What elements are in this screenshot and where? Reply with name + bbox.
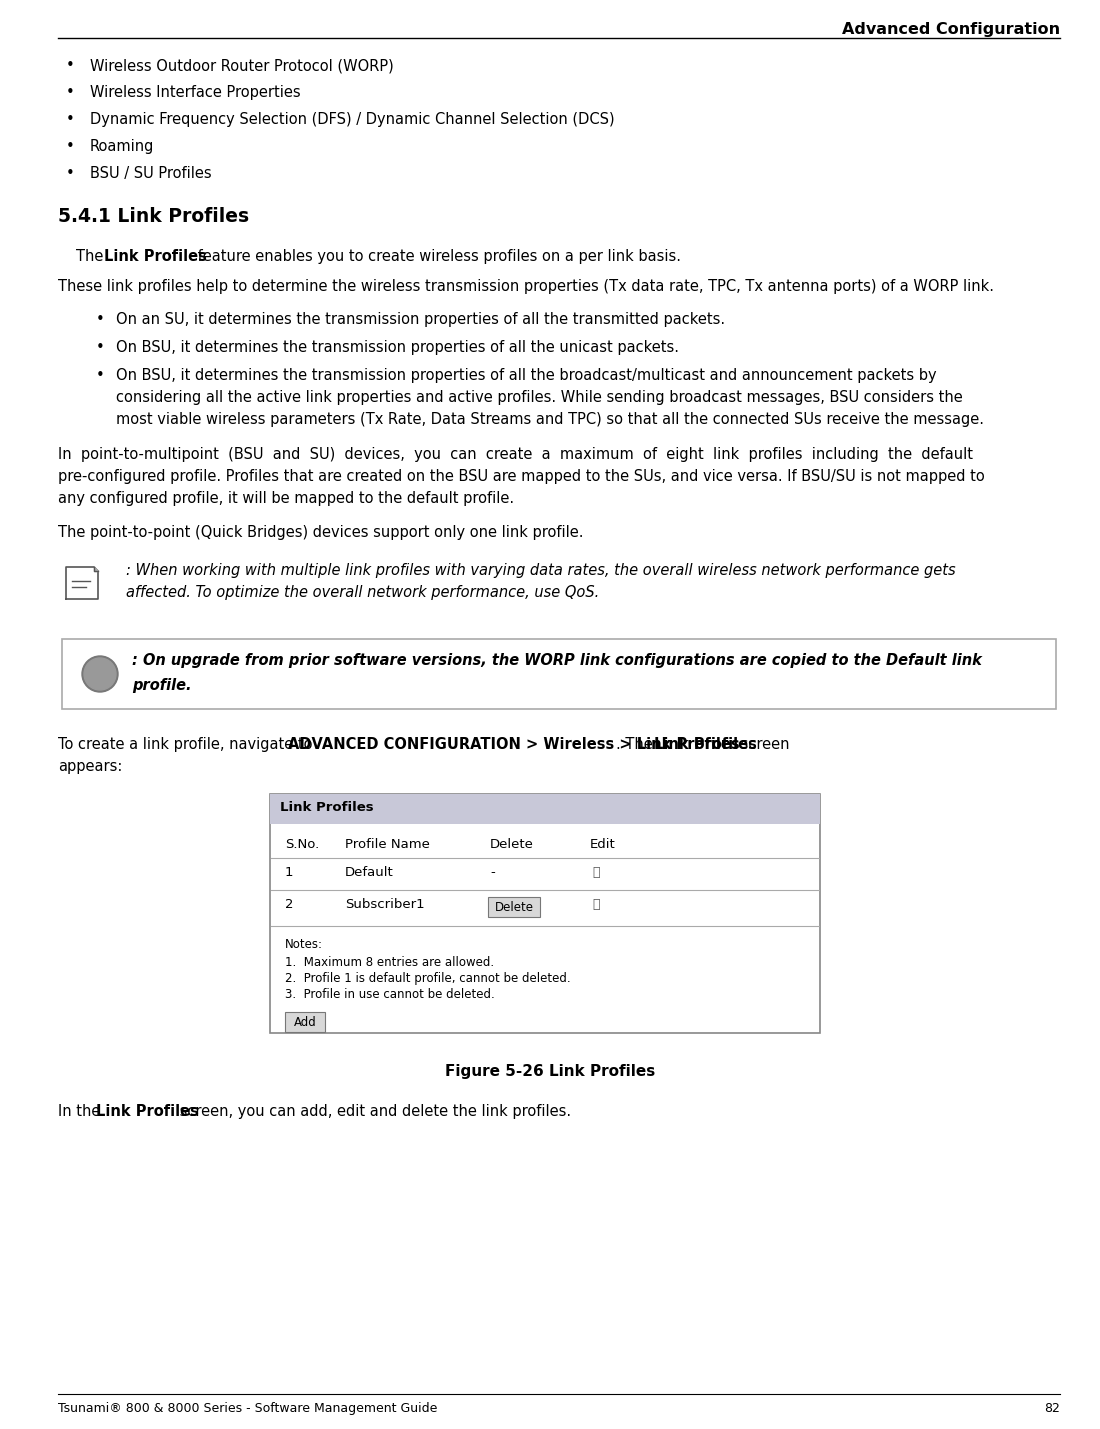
Text: Subscriber1: Subscriber1 <box>345 897 425 912</box>
Text: Tsunami® 800 & 8000 Series - Software Management Guide: Tsunami® 800 & 8000 Series - Software Ma… <box>58 1402 438 1415</box>
Text: most viable wireless parameters (Tx Rate, Data Streams and TPC) so that all the : most viable wireless parameters (Tx Rate… <box>116 412 984 427</box>
Bar <box>271 825 820 1032</box>
Polygon shape <box>66 567 98 599</box>
Circle shape <box>82 656 118 692</box>
Text: 📝: 📝 <box>592 897 600 912</box>
Text: To create a link profile, navigate to: To create a link profile, navigate to <box>58 737 317 752</box>
Text: any configured profile, it will be mapped to the default profile.: any configured profile, it will be mappe… <box>58 492 514 506</box>
Text: •: • <box>96 340 104 354</box>
Text: In  point-to-multipoint  (BSU  and  SU)  devices,  you  can  create  a  maximum : In point-to-multipoint (BSU and SU) devi… <box>58 447 973 462</box>
Bar <box>62 639 1056 709</box>
Polygon shape <box>94 567 98 572</box>
Text: •: • <box>66 84 75 100</box>
Text: 📝: 📝 <box>592 866 600 879</box>
Text: Dynamic Frequency Selection (DFS) / Dynamic Channel Selection (DCS): Dynamic Frequency Selection (DFS) / Dyna… <box>90 111 615 127</box>
Text: 5.4.1 Link Profiles: 5.4.1 Link Profiles <box>58 207 249 226</box>
Text: Profile Name: Profile Name <box>345 837 430 852</box>
Text: Delete: Delete <box>490 837 534 852</box>
Text: •: • <box>66 166 75 181</box>
Text: feature enables you to create wireless profiles on a per link basis.: feature enables you to create wireless p… <box>192 249 681 264</box>
Text: : On upgrade from prior software versions, the WORP link configurations are copi: : On upgrade from prior software version… <box>132 653 982 667</box>
Text: 1: 1 <box>285 866 294 879</box>
Text: BSU / SU Profiles: BSU / SU Profiles <box>90 166 211 181</box>
Text: affected. To optimize the overall network performance, use QoS.: affected. To optimize the overall networ… <box>126 584 600 600</box>
Text: Edit: Edit <box>590 837 616 852</box>
Text: Notes:: Notes: <box>285 937 323 952</box>
Text: Wireless Interface Properties: Wireless Interface Properties <box>90 84 300 100</box>
Text: Figure 5-26 Link Profiles: Figure 5-26 Link Profiles <box>444 1065 656 1079</box>
Text: ADVANCED CONFIGURATION > Wireless > Link Profiles: ADVANCED CONFIGURATION > Wireless > Link… <box>288 737 739 752</box>
Bar <box>270 795 820 825</box>
Text: •: • <box>96 369 104 383</box>
Text: •: • <box>96 312 104 327</box>
Text: On BSU, it determines the transmission properties of all the unicast packets.: On BSU, it determines the transmission p… <box>116 340 679 354</box>
Text: The point-to-point (Quick Bridges) devices support only one link profile.: The point-to-point (Quick Bridges) devic… <box>58 524 583 540</box>
Text: 82: 82 <box>1044 1402 1060 1415</box>
Text: 2: 2 <box>285 897 294 912</box>
Text: •: • <box>66 111 75 127</box>
Text: considering all the active link properties and active profiles. While sending br: considering all the active link properti… <box>116 390 962 404</box>
Text: !: ! <box>96 664 104 683</box>
Circle shape <box>84 657 116 690</box>
Text: profile.: profile. <box>132 677 191 693</box>
Text: On BSU, it determines the transmission properties of all the broadcast/multicast: On BSU, it determines the transmission p… <box>116 369 936 383</box>
Text: Link Profiles: Link Profiles <box>104 249 207 264</box>
Text: Add: Add <box>294 1016 317 1029</box>
Bar <box>488 897 540 917</box>
Text: Wireless Outdoor Router Protocol (WORP): Wireless Outdoor Router Protocol (WORP) <box>90 59 394 73</box>
Text: -: - <box>490 866 495 879</box>
Text: screen: screen <box>736 737 790 752</box>
Text: pre-configured profile. Profiles that are created on the BSU are mapped to the S: pre-configured profile. Profiles that ar… <box>58 469 984 484</box>
Text: . The: . The <box>616 737 658 752</box>
Text: These link profiles help to determine the wireless transmission properties (Tx d: These link profiles help to determine th… <box>58 279 994 294</box>
Bar <box>270 795 820 1033</box>
Text: : When working with multiple link profiles with varying data rates, the overall : : When working with multiple link profil… <box>126 563 956 577</box>
Text: 2.  Profile 1 is default profile, cannot be deleted.: 2. Profile 1 is default profile, cannot … <box>285 972 571 985</box>
Text: Delete: Delete <box>495 900 534 913</box>
Text: Link Profiles: Link Profiles <box>280 802 374 815</box>
Bar <box>285 1012 324 1032</box>
Text: S.No.: S.No. <box>285 837 319 852</box>
Text: •: • <box>66 59 75 73</box>
Text: appears:: appears: <box>58 759 122 775</box>
Text: Link Profiles: Link Profiles <box>96 1105 199 1119</box>
Text: Link Profiles: Link Profiles <box>654 737 757 752</box>
Text: screen, you can add, edit and delete the link profiles.: screen, you can add, edit and delete the… <box>175 1105 571 1119</box>
Text: The: The <box>76 249 108 264</box>
Text: Default: Default <box>345 866 394 879</box>
Text: •: • <box>66 139 75 154</box>
Text: In the: In the <box>58 1105 104 1119</box>
Text: Advanced Configuration: Advanced Configuration <box>842 21 1060 37</box>
Text: On an SU, it determines the transmission properties of all the transmitted packe: On an SU, it determines the transmission… <box>116 312 725 327</box>
Text: 1.  Maximum 8 entries are allowed.: 1. Maximum 8 entries are allowed. <box>285 956 494 969</box>
Text: 3.  Profile in use cannot be deleted.: 3. Profile in use cannot be deleted. <box>285 987 495 1000</box>
Text: Roaming: Roaming <box>90 139 154 154</box>
